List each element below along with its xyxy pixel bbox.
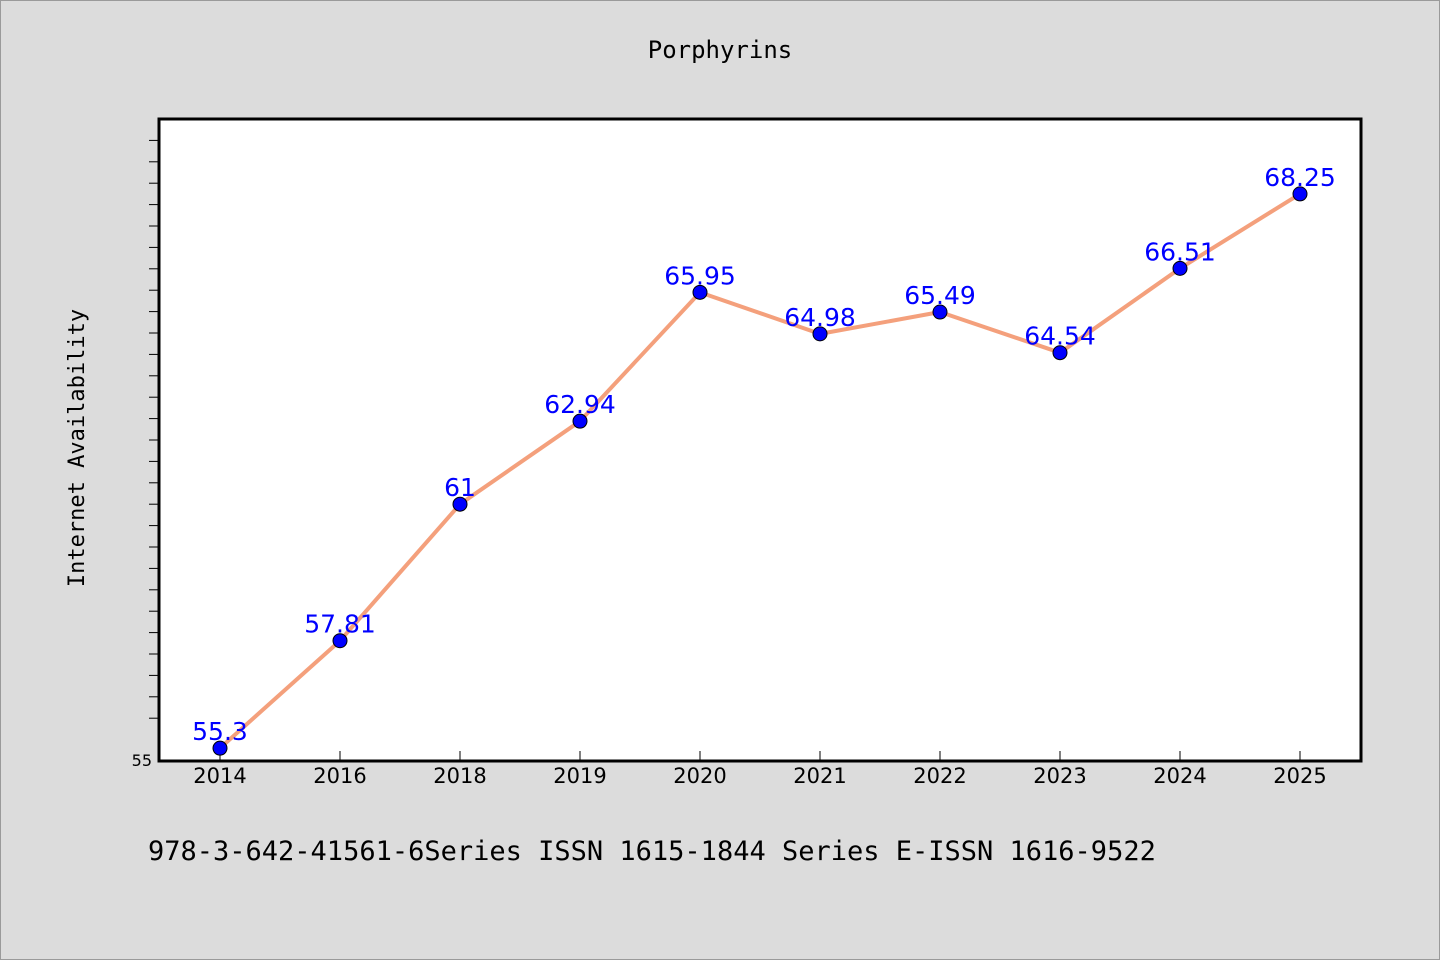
y-tick-label: 55 — [132, 751, 152, 770]
data-point — [1052, 345, 1068, 361]
data-label: 62.94 — [544, 390, 616, 419]
x-tick-label: 2024 — [1153, 764, 1206, 788]
data-label: 65.95 — [664, 261, 736, 290]
data-point — [452, 496, 468, 512]
x-tick-label: 2014 — [193, 764, 246, 788]
x-tick-label: 2022 — [913, 764, 966, 788]
plot-area — [157, 117, 1363, 763]
data-label: 68.25 — [1264, 163, 1336, 192]
x-tick-label: 2016 — [313, 764, 366, 788]
data-point — [572, 413, 588, 429]
data-point — [1292, 186, 1308, 202]
x-tick-label: 2019 — [553, 764, 606, 788]
y-axis-ticks — [149, 139, 159, 719]
x-tick-label: 2023 — [1033, 764, 1086, 788]
x-tick-label: 2025 — [1273, 764, 1326, 788]
data-point — [1172, 260, 1188, 276]
footer-note: 978-3-642-41561-6Series ISSN 1615-1844 S… — [148, 836, 1156, 867]
chart-title: Porphyrins — [647, 36, 793, 64]
data-label: 55.3 — [192, 717, 248, 746]
x-axis-ticks: 2014 2016 2018 2019 2020 2021 2022 2023 2024 2025 — [193, 751, 1327, 788]
data-label: 64.54 — [1024, 322, 1096, 351]
data-point — [932, 304, 948, 320]
data-label: 61 — [444, 473, 476, 502]
data-point — [212, 740, 228, 756]
data-label: 64.98 — [784, 303, 856, 332]
y-axis-label: Internet Availability — [65, 309, 90, 587]
x-tick-label: 2021 — [793, 764, 846, 788]
data-label: 57.81 — [304, 610, 376, 639]
data-point — [692, 284, 708, 300]
data-label: 65.49 — [904, 281, 976, 310]
series-line-group: 55.3 57.81 61 62.94 65.95 64.98 65.49 64.54 66.5… — [192, 163, 1336, 756]
data-point — [812, 326, 828, 342]
x-tick-label: 2020 — [673, 764, 726, 788]
series-line — [218, 192, 1302, 750]
data-point — [332, 633, 348, 649]
data-label: 66.51 — [1144, 237, 1216, 266]
x-tick-label: 2018 — [433, 764, 486, 788]
